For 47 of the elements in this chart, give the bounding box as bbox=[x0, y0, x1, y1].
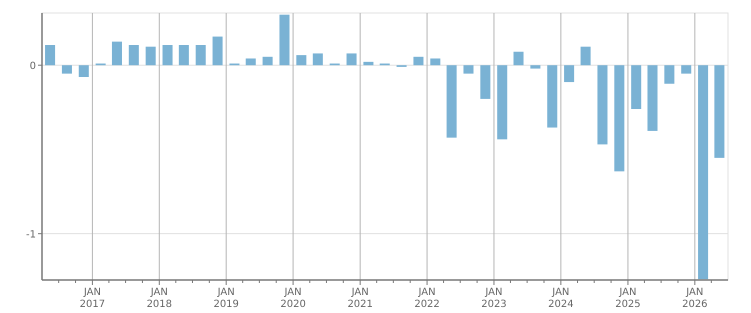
bar bbox=[698, 65, 708, 280]
bar bbox=[430, 58, 440, 66]
y-tick-label: -1 bbox=[26, 230, 36, 241]
bar bbox=[112, 42, 122, 66]
bar bbox=[714, 65, 724, 158]
bar bbox=[128, 45, 139, 66]
bar bbox=[664, 65, 674, 84]
x-tick-label: JAN 2018 bbox=[146, 287, 172, 310]
x-tick-label: JAN 2022 bbox=[414, 287, 440, 310]
bar bbox=[312, 53, 323, 66]
bar bbox=[413, 56, 424, 66]
bar bbox=[196, 45, 206, 66]
bar bbox=[513, 52, 524, 66]
bar bbox=[246, 58, 256, 66]
bar bbox=[62, 65, 72, 74]
bar bbox=[530, 65, 540, 69]
x-tick-label: JAN 2025 bbox=[615, 287, 641, 310]
y-tick-label: 0 bbox=[30, 61, 36, 72]
bar bbox=[296, 55, 306, 66]
bar bbox=[547, 65, 558, 128]
bar bbox=[480, 65, 490, 99]
bar bbox=[614, 65, 624, 172]
bar bbox=[597, 65, 608, 144]
x-tick-label: JAN 2019 bbox=[213, 287, 239, 310]
x-tick-label: JAN 2020 bbox=[280, 287, 306, 310]
bar bbox=[346, 53, 357, 66]
bar bbox=[262, 56, 273, 66]
bar bbox=[146, 46, 156, 66]
x-tick-label: JAN 2021 bbox=[347, 287, 373, 310]
bar bbox=[78, 65, 89, 78]
bar bbox=[631, 65, 642, 110]
x-tick-label: JAN 2024 bbox=[548, 287, 574, 310]
bar bbox=[446, 65, 457, 138]
bar bbox=[178, 45, 189, 66]
x-tick-label: JAN 2026 bbox=[682, 287, 708, 310]
bar bbox=[681, 65, 692, 74]
bar bbox=[580, 46, 591, 66]
bar bbox=[162, 45, 173, 66]
bar bbox=[279, 14, 290, 66]
bar bbox=[647, 65, 658, 131]
x-tick-label: JAN 2017 bbox=[80, 287, 106, 310]
bar bbox=[463, 65, 474, 74]
x-tick-label: JAN 2023 bbox=[481, 287, 507, 310]
bar bbox=[564, 65, 574, 82]
bar bbox=[45, 45, 56, 66]
bar bbox=[497, 65, 508, 140]
bar bbox=[212, 36, 223, 66]
